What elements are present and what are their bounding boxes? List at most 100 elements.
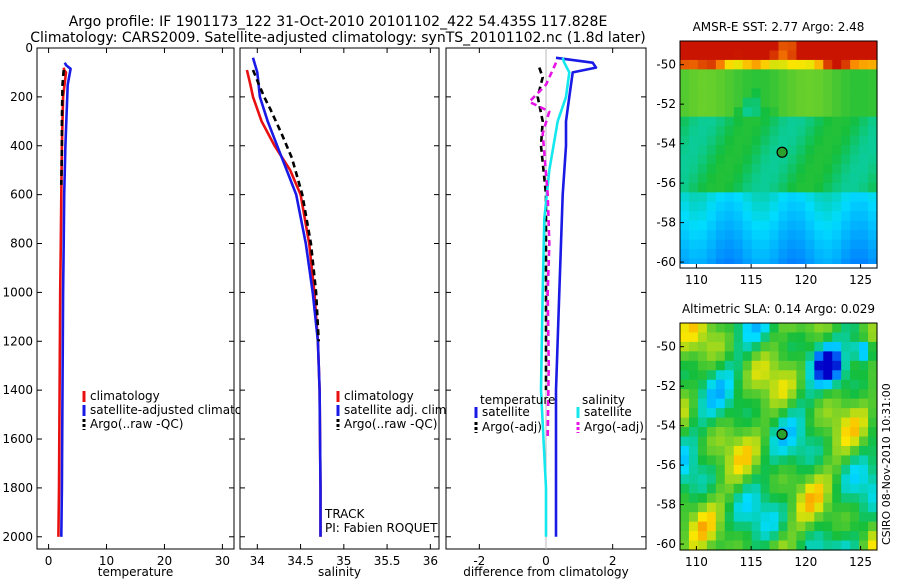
heatmap-cell (841, 163, 851, 175)
heatmap-cell (706, 398, 717, 409)
heatmap-cell (680, 408, 690, 419)
heatmap-cell (760, 220, 771, 231)
legend-label: Argo(-adj) (584, 420, 644, 434)
heatmap-cell (697, 211, 708, 222)
heatmap-cell (823, 455, 833, 466)
legend-label: satellite (482, 405, 530, 419)
heatmap-cell (688, 389, 699, 400)
x-tick-label: 0 (45, 554, 53, 568)
heatmap-cell (697, 332, 708, 343)
heatmap-cell (769, 493, 780, 504)
heatmap-cell (841, 173, 851, 184)
heatmap-cell (850, 145, 860, 156)
heatmap-cell (742, 360, 753, 371)
heatmap-cell (787, 502, 797, 513)
heatmap-cell (769, 455, 780, 466)
heatmap-cell (805, 521, 815, 532)
heatmap-cell (724, 163, 735, 175)
heatmap-cell (760, 145, 771, 156)
heatmap-cell (724, 249, 735, 260)
heatmap-cell (796, 192, 806, 203)
heatmap-cell (733, 135, 744, 146)
heatmap-cell (706, 135, 717, 146)
heatmap-cell (787, 69, 797, 80)
heatmap-cell (778, 258, 789, 269)
heatmap-cell (715, 41, 726, 52)
heatmap-cell (805, 239, 815, 250)
heatmap-cell (832, 211, 842, 222)
heatmap-cell (697, 445, 708, 457)
heatmap-cell (733, 41, 744, 52)
heatmap-cell (859, 220, 869, 231)
heatmap-cell (680, 493, 690, 504)
heatmap-cell (724, 360, 735, 371)
heatmap-cell (787, 126, 797, 137)
heatmap-cell (778, 230, 789, 241)
heatmap-cell (706, 512, 717, 523)
heatmap-cell (680, 69, 690, 80)
heatmap-cell (823, 78, 833, 89)
heatmap-cell (733, 163, 744, 175)
heatmap-cell (769, 201, 780, 212)
heatmap-cell (796, 230, 806, 241)
heatmap-cell (769, 41, 780, 52)
heatmap-cell (796, 512, 806, 523)
heatmap-cell (715, 97, 726, 108)
heatmap-cell (868, 145, 878, 156)
heatmap-cell (868, 154, 878, 165)
heatmap-cell (769, 126, 780, 137)
heatmap-cell (859, 398, 869, 409)
heatmap-cell (814, 531, 824, 542)
heatmap-cell (778, 379, 789, 390)
heatmap-cell (841, 483, 851, 494)
heatmap-cell (805, 97, 815, 108)
heatmap-cell (688, 360, 699, 371)
heatmap-cell (760, 436, 771, 447)
heatmap-cell (742, 59, 753, 70)
heatmap-cell (760, 230, 771, 241)
heatmap-cell (823, 116, 833, 127)
heatmap-cell (796, 69, 806, 80)
heatmap-cell (814, 145, 824, 156)
heatmap-cell (769, 249, 780, 260)
heatmap-cell (787, 249, 797, 260)
heatmap-cell (859, 201, 869, 212)
heatmap-cell (742, 107, 753, 118)
heatmap-cell (742, 398, 753, 409)
series-line (251, 57, 322, 537)
heatmap-cell (742, 493, 753, 504)
heatmap-cell (680, 474, 690, 485)
heatmap-cell (724, 239, 735, 250)
heatmap-cell (733, 445, 744, 457)
heatmap-cell (769, 173, 780, 184)
heatmap-cell (805, 50, 815, 61)
heatmap-cell (724, 351, 735, 362)
heatmap-cell (787, 258, 797, 269)
heatmap-cell (814, 389, 824, 400)
heatmap-cell (832, 512, 842, 523)
heatmap-cell (688, 341, 699, 352)
heatmap-cell (823, 258, 833, 269)
heatmap-cell (787, 88, 797, 99)
heatmap-cell (850, 464, 860, 475)
heatmap-cell (796, 474, 806, 485)
heatmap-cell (715, 436, 726, 447)
y-tick-label: 1600 (2, 432, 33, 446)
heatmap-cell (814, 455, 824, 466)
heatmap-cell (778, 173, 789, 184)
heatmap-cell (733, 154, 744, 165)
y-tick-label: 1800 (2, 481, 33, 495)
x-tick-label: 34.5 (287, 554, 314, 568)
heatmap-cell (769, 69, 780, 80)
series-line (57, 67, 68, 537)
heatmap-cell (796, 521, 806, 532)
heatmap-cell (796, 126, 806, 137)
heatmap-cell (850, 512, 860, 523)
heatmap-cell (680, 436, 690, 447)
heatmap-cell (832, 258, 842, 269)
heatmap-cell (688, 145, 699, 156)
heatmap-cell (769, 436, 780, 447)
heatmap-cell (769, 540, 780, 551)
heatmap-cell (751, 493, 762, 504)
